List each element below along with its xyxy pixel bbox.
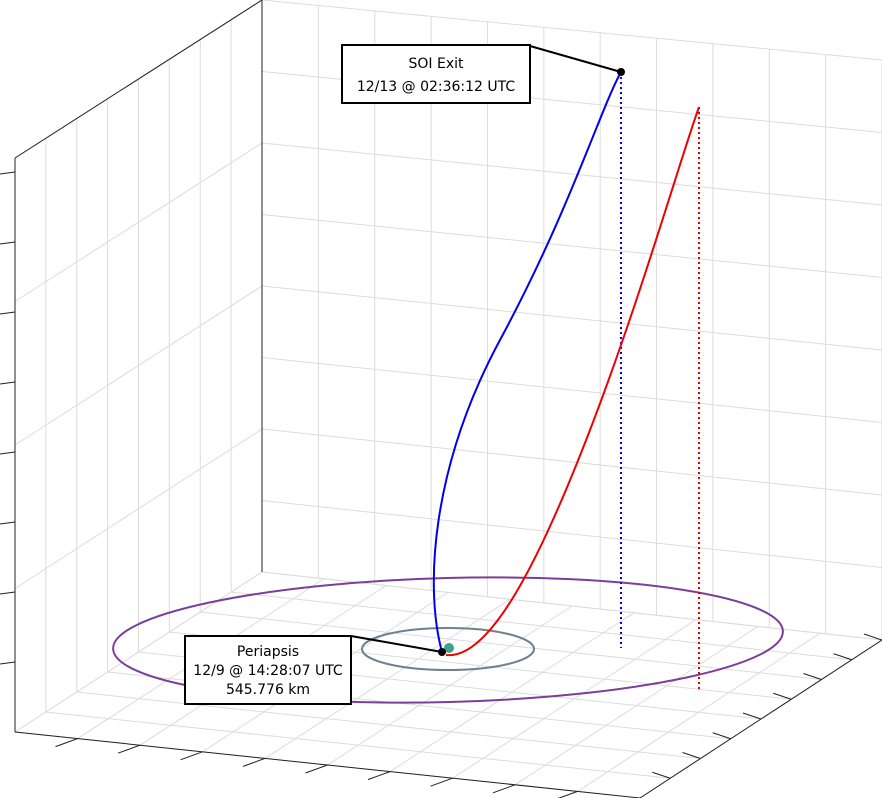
- tick-mark: [117, 744, 141, 754]
- soi-point: [617, 68, 625, 76]
- axis-edge: [14, 731, 641, 798]
- tick-mark: [557, 790, 578, 798]
- annotation-text: Periapsis: [237, 644, 299, 660]
- tick-mark: [0, 241, 16, 245]
- grid-line: [261, 0, 882, 61]
- tick-mark: [180, 751, 203, 761]
- tick-mark: [55, 738, 78, 748]
- tick-mark: [0, 381, 16, 385]
- annotation-text: SOI Exit: [409, 56, 465, 72]
- tick-mark: [0, 521, 16, 525]
- grid-line: [45, 711, 671, 779]
- grid-line: [14, 571, 263, 733]
- tick-mark: [430, 777, 453, 787]
- tick-mark: [0, 171, 16, 175]
- inner-orbit: [361, 627, 535, 671]
- grid-line: [76, 691, 701, 759]
- annotation-box: [341, 44, 531, 104]
- annotation-text: 545.776 km: [226, 682, 310, 698]
- grid-line: [261, 571, 882, 641]
- grid-line: [261, 428, 882, 496]
- tick-mark: [305, 764, 328, 774]
- leader-line: [529, 45, 622, 73]
- tick-mark: [242, 757, 266, 767]
- tick-mark: [833, 653, 852, 661]
- grid-line: [261, 285, 882, 351]
- annotation-text: 12/13 @ 02:36:12 UTC: [357, 79, 516, 95]
- tick-mark: [773, 692, 792, 700]
- tick-mark: [803, 673, 822, 680]
- annotation-text: 12/9 @ 14:28:07 UTC: [193, 663, 343, 679]
- outer-orbit: [112, 576, 784, 704]
- tick-mark: [0, 311, 16, 315]
- axis-edge: [14, 0, 263, 159]
- grid-line: [200, 611, 822, 680]
- grid-line: [231, 591, 852, 661]
- tick-mark: [0, 661, 16, 665]
- tick-mark: [492, 784, 516, 794]
- blue-trajectory: [432, 71, 622, 653]
- annotation-box: [184, 635, 352, 705]
- tick-mark: [682, 752, 701, 759]
- frame: [14, 0, 882, 798]
- tick-mark: [0, 591, 16, 595]
- periapsis-point: [438, 648, 446, 656]
- tick-mark: [652, 771, 671, 779]
- grid-line: [14, 142, 263, 302]
- tick-mark: [863, 633, 882, 641]
- tick-mark: [742, 712, 762, 720]
- leader-line: [350, 635, 443, 653]
- tick-mark: [367, 771, 391, 781]
- grid-line: [261, 500, 882, 568]
- grid-line: [261, 142, 882, 206]
- grid-line: [261, 214, 882, 278]
- tick-mark: [0, 451, 16, 455]
- planet: [444, 643, 454, 653]
- red-trajectory: [445, 106, 700, 657]
- axis-edge: [639, 639, 882, 798]
- grid-line: [14, 285, 263, 446]
- grid-line: [261, 357, 882, 423]
- grid-line: [14, 428, 263, 589]
- tick-mark: [712, 732, 731, 740]
